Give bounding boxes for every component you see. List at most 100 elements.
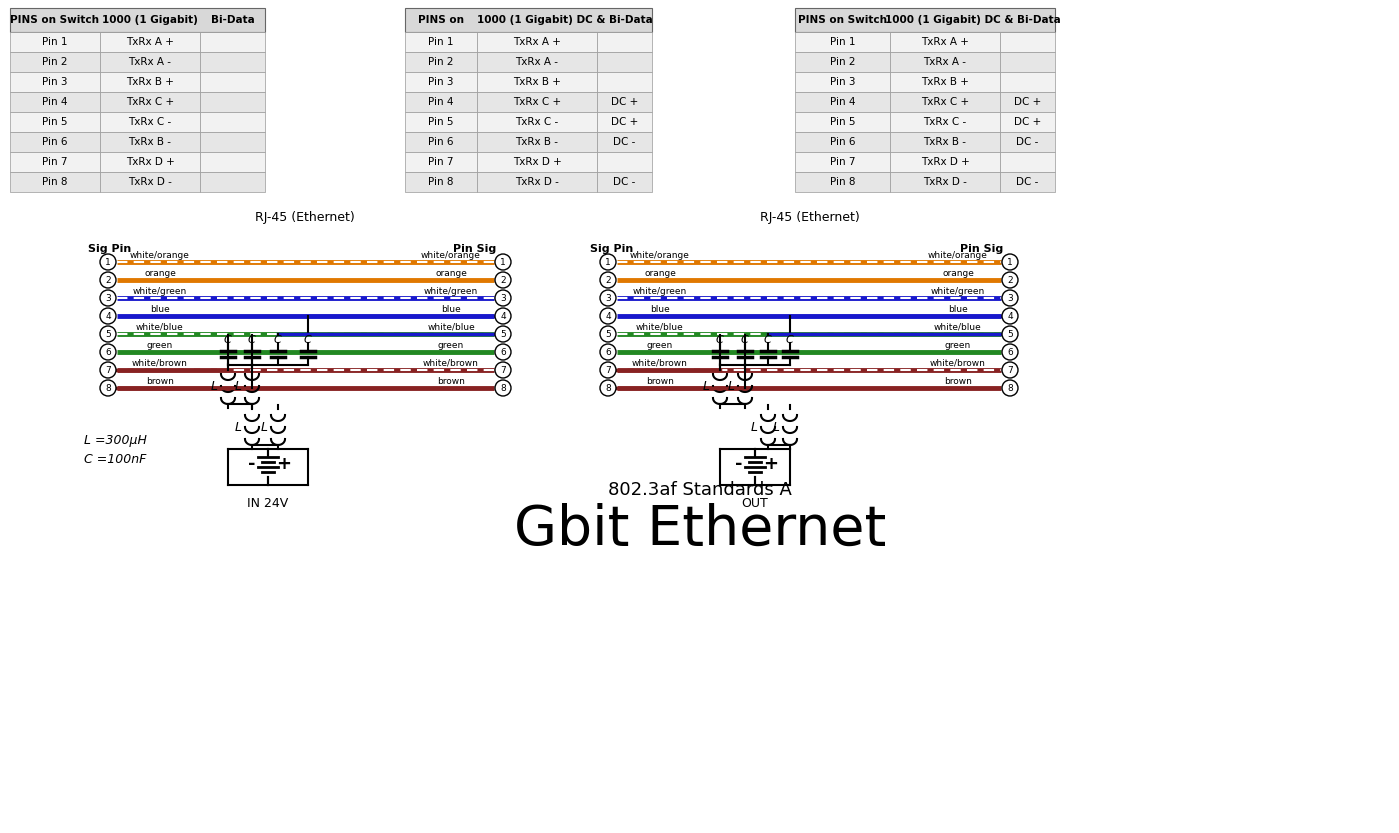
- Text: white/brown: white/brown: [422, 358, 478, 367]
- Text: DC +: DC +: [611, 97, 638, 107]
- Circle shape: [600, 272, 616, 288]
- Text: white/blue: white/blue: [637, 322, 684, 332]
- Text: white/blue: white/blue: [136, 322, 183, 332]
- Bar: [404, 32, 477, 52]
- Text: 5: 5: [1007, 330, 1013, 338]
- Text: L: L: [235, 380, 242, 392]
- Text: white/blue: white/blue: [935, 322, 982, 332]
- Text: 6: 6: [1007, 347, 1013, 357]
- Bar: [10, 112, 99, 132]
- Text: 1: 1: [1007, 257, 1013, 267]
- Bar: [890, 152, 1000, 172]
- Bar: [477, 52, 597, 72]
- Text: TxRx B -: TxRx B -: [515, 137, 558, 147]
- Bar: [1000, 152, 1055, 172]
- Text: green: green: [944, 341, 971, 350]
- Text: white/brown: white/brown: [632, 358, 688, 367]
- Text: Pin 4: Pin 4: [42, 97, 67, 107]
- Text: L =300μH
C =100nF: L =300μH C =100nF: [84, 434, 147, 466]
- Text: C: C: [248, 335, 255, 345]
- Bar: [10, 52, 99, 72]
- Text: 1000 (1 Gigabit) DC & Bi-Data: 1000 (1 Gigabit) DC & Bi-Data: [884, 15, 1060, 25]
- Circle shape: [99, 344, 116, 360]
- Text: L: L: [727, 380, 734, 392]
- Bar: [1000, 112, 1055, 132]
- Bar: [404, 152, 477, 172]
- Text: TxRx A -: TxRx A -: [129, 57, 172, 67]
- Bar: [99, 52, 200, 72]
- Bar: [200, 152, 264, 172]
- Circle shape: [99, 254, 116, 270]
- Circle shape: [1002, 344, 1018, 360]
- Text: TxRx D +: TxRx D +: [126, 157, 175, 167]
- Text: TxRx A +: TxRx A +: [921, 37, 970, 47]
- Bar: [200, 172, 264, 192]
- Text: 3: 3: [1007, 293, 1013, 302]
- Text: Pin Sig: Pin Sig: [960, 244, 1003, 254]
- Bar: [99, 112, 200, 132]
- Text: 4: 4: [606, 312, 611, 321]
- Text: 3: 3: [499, 293, 506, 302]
- Bar: [890, 172, 1000, 192]
- Text: TxRx B +: TxRx B +: [921, 77, 970, 87]
- Circle shape: [495, 380, 511, 396]
- Text: 5: 5: [105, 330, 111, 338]
- Bar: [795, 52, 890, 72]
- Text: TxRx C +: TxRx C +: [126, 97, 173, 107]
- Bar: [404, 52, 477, 72]
- Text: TxRx B -: TxRx B -: [129, 137, 172, 147]
- Text: IN 24V: IN 24V: [248, 496, 288, 510]
- Bar: [890, 112, 1000, 132]
- Bar: [477, 112, 597, 132]
- Text: Pin 6: Pin 6: [428, 137, 453, 147]
- Text: Pin 5: Pin 5: [42, 117, 67, 127]
- Bar: [597, 92, 652, 112]
- Text: 8: 8: [1007, 383, 1013, 392]
- Text: TxRx B +: TxRx B +: [126, 77, 173, 87]
- Text: brown: brown: [145, 377, 173, 386]
- Text: PINS on Switch: PINS on Switch: [11, 15, 99, 25]
- Bar: [200, 32, 264, 52]
- Text: 2: 2: [501, 276, 506, 285]
- Text: Pin 4: Pin 4: [428, 97, 453, 107]
- Text: 7: 7: [105, 366, 111, 375]
- Text: TxRx C -: TxRx C -: [129, 117, 172, 127]
- Circle shape: [99, 272, 116, 288]
- Circle shape: [99, 290, 116, 306]
- Bar: [477, 152, 597, 172]
- Bar: [99, 92, 200, 112]
- Text: brown: brown: [646, 377, 674, 386]
- Text: TxRx A -: TxRx A -: [515, 57, 558, 67]
- Text: 7: 7: [499, 366, 506, 375]
- Text: Pin 7: Pin 7: [830, 157, 855, 167]
- Circle shape: [495, 308, 511, 324]
- Bar: [795, 152, 890, 172]
- Text: white/green: white/green: [133, 287, 187, 296]
- Text: C: C: [740, 335, 748, 345]
- Circle shape: [495, 254, 511, 270]
- Text: Pin 6: Pin 6: [830, 137, 855, 147]
- Text: -: -: [248, 455, 256, 473]
- Text: RJ-45 (Ethernet): RJ-45 (Ethernet): [760, 211, 860, 223]
- Bar: [597, 112, 652, 132]
- Bar: [890, 72, 1000, 92]
- Bar: [404, 8, 652, 32]
- Text: DC -: DC -: [1016, 137, 1038, 147]
- Bar: [200, 132, 264, 152]
- Text: 2: 2: [105, 276, 111, 285]
- Text: 6: 6: [499, 347, 506, 357]
- Circle shape: [495, 290, 511, 306]
- Circle shape: [99, 362, 116, 378]
- Bar: [890, 52, 1000, 72]
- Text: L: L: [750, 421, 757, 433]
- Circle shape: [99, 308, 116, 324]
- Text: Bi-Data: Bi-Data: [211, 15, 255, 25]
- Text: 1: 1: [105, 257, 111, 267]
- Text: L: L: [702, 380, 709, 392]
- Text: L: L: [772, 421, 779, 433]
- Text: Pin 5: Pin 5: [830, 117, 855, 127]
- Bar: [10, 172, 99, 192]
- Text: TxRx B -: TxRx B -: [923, 137, 967, 147]
- Bar: [1000, 32, 1055, 52]
- Bar: [404, 132, 477, 152]
